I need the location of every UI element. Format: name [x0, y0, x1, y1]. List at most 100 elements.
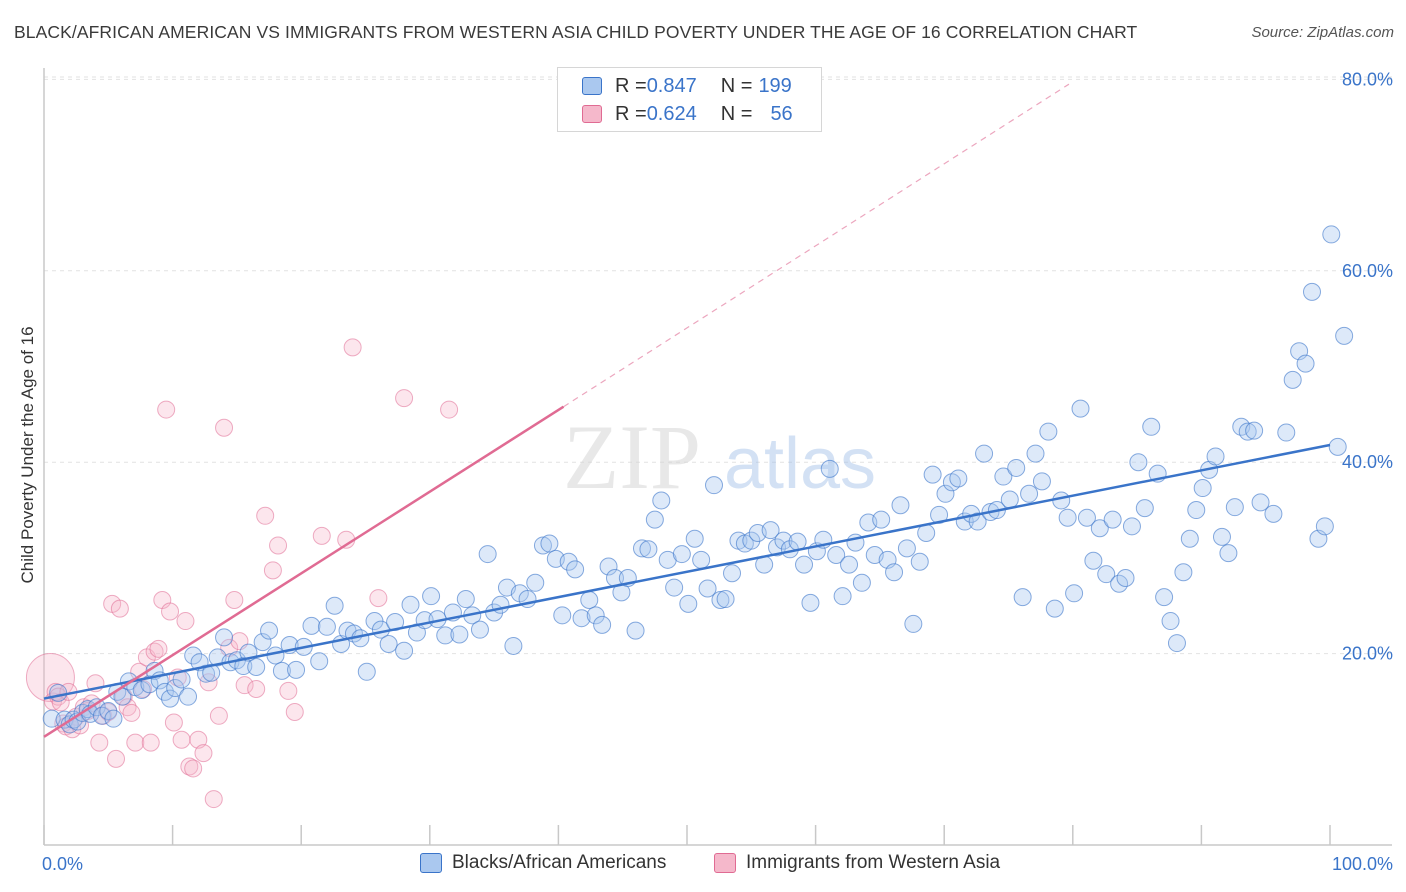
data-point [202, 663, 221, 682]
data-point [369, 589, 388, 608]
source-credit: Source: ZipAtlas.com [1251, 24, 1394, 41]
data-point [820, 459, 839, 478]
r-value: 0.847 [646, 74, 697, 97]
data-point [1180, 529, 1199, 548]
data-point [904, 614, 923, 633]
y-tick-label: 40.0% [1342, 452, 1393, 472]
data-point [1251, 493, 1270, 512]
data-point [179, 687, 198, 706]
data-point [698, 579, 717, 598]
legend-item-blacks[interactable]: Blacks/African Americans [420, 852, 666, 874]
data-point [269, 536, 288, 555]
data-point [161, 602, 180, 621]
blue-swatch [420, 853, 442, 873]
data-point [1245, 421, 1264, 440]
data-point [197, 664, 216, 683]
data-point [1084, 551, 1103, 570]
data-point [1238, 422, 1257, 441]
data-point [302, 616, 321, 635]
data-point [1071, 399, 1090, 418]
data-point [247, 680, 266, 699]
data-point [310, 652, 329, 671]
data-point [968, 512, 987, 531]
data-point [795, 555, 814, 574]
data-point [107, 749, 126, 768]
data-point [172, 730, 191, 749]
blue-swatch [582, 77, 602, 95]
data-point [1007, 458, 1026, 477]
data-point [1335, 326, 1354, 345]
data-point [885, 563, 904, 582]
data-point [526, 573, 545, 592]
legend-item-immigrants[interactable]: Immigrants from Western Asia [714, 852, 1000, 874]
data-point [923, 465, 942, 484]
data-point [761, 521, 780, 540]
data-point [917, 524, 936, 543]
data-point [1322, 225, 1341, 244]
data-point [260, 621, 279, 640]
data-point [266, 646, 285, 665]
data-point [256, 506, 275, 525]
y-tick-label: 20.0% [1342, 644, 1393, 664]
series-immigrants-western-asia [25, 338, 459, 809]
y-axis-title: Child Poverty Under the Age of 16 [18, 326, 37, 583]
data-point [572, 609, 591, 628]
data-point [705, 476, 724, 495]
data-point [1122, 517, 1141, 536]
data-point [840, 555, 859, 574]
data-point [1026, 444, 1045, 463]
data-point [90, 733, 109, 752]
data-point [872, 510, 891, 529]
data-point [343, 338, 362, 357]
data-point [679, 594, 698, 613]
data-point [1058, 508, 1077, 527]
data-point [632, 539, 651, 558]
data-point [436, 626, 455, 645]
data-point [580, 591, 599, 610]
data-point [312, 526, 331, 545]
data-point [652, 491, 671, 510]
r-label: R = [615, 74, 647, 97]
pink-swatch [714, 853, 736, 873]
data-point [936, 484, 955, 503]
data-point [1039, 422, 1058, 441]
data-point [593, 615, 612, 634]
data-point [1065, 584, 1084, 603]
data-point [164, 713, 183, 732]
correlation-legend: R = 0.847 N = 199 R = 0.624 N = 56 [557, 67, 822, 132]
data-point [1225, 498, 1244, 517]
data-point [1212, 527, 1231, 546]
data-point [357, 662, 376, 681]
data-point [891, 496, 910, 515]
data-point [122, 703, 141, 722]
data-point [1296, 354, 1315, 373]
legend-row-blacks: R = 0.847 N = 199 [582, 73, 792, 99]
data-point [440, 400, 459, 419]
data-point [716, 590, 735, 609]
data-point [1142, 417, 1161, 436]
data-point [1032, 472, 1051, 491]
data-point [184, 646, 203, 665]
n-label: N = [720, 102, 753, 125]
data-point [1161, 612, 1180, 631]
data-point [672, 545, 691, 564]
data-point [204, 790, 223, 809]
data-point [247, 657, 266, 676]
data-point [189, 730, 208, 749]
data-point [645, 510, 664, 529]
data-point [141, 733, 160, 752]
data-point [553, 606, 572, 625]
data-point [478, 545, 497, 564]
data-point [975, 444, 994, 463]
data-point [852, 573, 871, 592]
watermark-zip: ZIP [563, 406, 701, 508]
axes [43, 68, 1392, 846]
data-point [1013, 588, 1032, 607]
series-blacks-african-americans [42, 225, 1354, 734]
data-point [504, 636, 523, 655]
data-point [1045, 599, 1064, 618]
data-point [395, 389, 414, 408]
data-point [1193, 479, 1212, 498]
data-point [665, 578, 684, 597]
